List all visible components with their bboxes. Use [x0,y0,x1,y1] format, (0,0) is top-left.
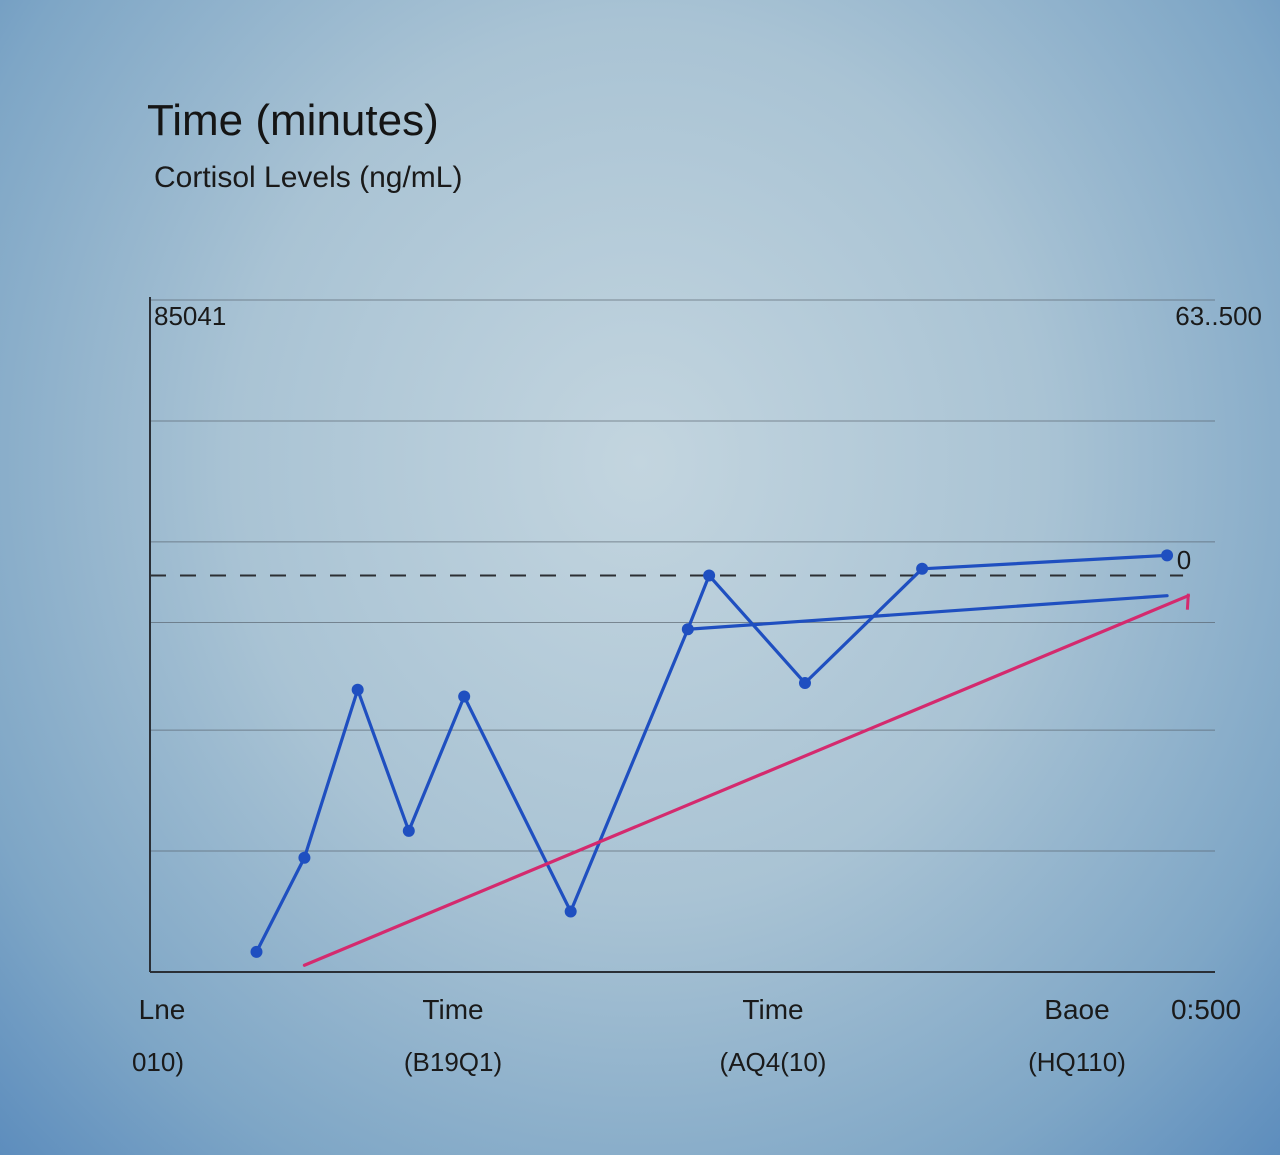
x-tick-label-2: Time [742,994,803,1025]
series-lines [250,549,1190,967]
x-tick-sublabel-0: 010) [132,1047,184,1077]
data-point-0-1 [298,851,311,864]
data-point-0-8 [798,677,811,690]
series-line-0 [254,553,1169,954]
series-line-1 [686,594,1169,631]
x-tick-sublabel-3: (HQ110) [1028,1047,1126,1077]
chart-title: Time (minutes) [147,96,439,145]
grid-lines [150,299,1215,852]
x-tick-label-1: Time [422,994,483,1025]
data-point-0-3 [402,824,415,837]
line-end-label: 0 [1177,545,1191,575]
data-point-0-4 [458,690,471,703]
x-tick-label-0: Lne [139,994,186,1025]
x-tick-label-4: 0:500 [1171,994,1241,1025]
trend-line-end-tick [1185,593,1190,610]
data-point-0-0 [250,945,263,958]
data-point-0-2 [351,683,364,696]
chart-subtitle: Cortisol Levels (ng/mL) [154,161,463,194]
data-point-0-10 [1161,549,1174,562]
corner-label-top-left: 85041 [154,301,226,331]
corner-label-top-right: 63..500 [1175,301,1262,331]
tick-labels: 85041 63..500 0 Lne 010) Time (B19Q1) Time (AQ4(… [132,301,1262,1077]
x-tick-label-3: Baoe [1044,994,1109,1025]
series-line-2 [302,594,1190,967]
x-tick-sublabel-1: (B19Q1) [404,1047,502,1077]
data-point-0-5 [564,905,577,918]
data-point-0-9 [916,562,929,575]
x-tick-sublabel-2: (AQ4(10) [720,1047,827,1077]
data-point-0-7 [703,569,716,582]
axes [149,297,1215,973]
